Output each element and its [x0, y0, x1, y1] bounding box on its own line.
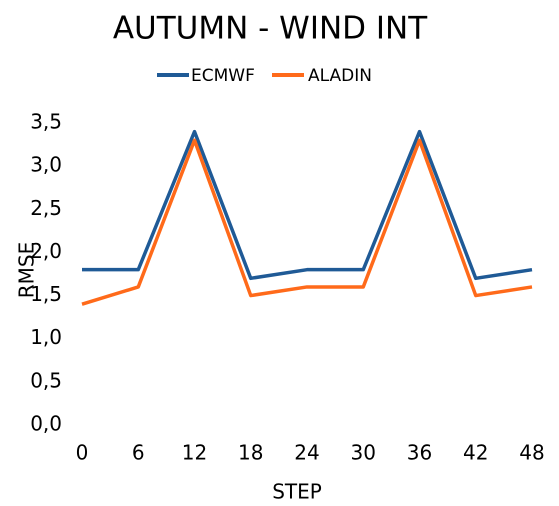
legend-label: ALADIN [308, 66, 372, 86]
y-tick-label: 1,5 [30, 282, 62, 306]
x-tick-label: 42 [463, 441, 488, 465]
y-tick-label: 3,5 [30, 110, 62, 134]
chart-title: AUTUMN - WIND INT [113, 11, 428, 47]
x-tick-label: 12 [182, 441, 207, 465]
x-tick-label: 6 [132, 441, 145, 465]
y-tick-label: 2,5 [30, 196, 62, 220]
series-line [81, 138, 533, 306]
x-tick-label: 36 [407, 441, 432, 465]
y-tick-label: 1,0 [30, 325, 62, 349]
x-tick-label: 24 [294, 441, 319, 465]
y-axis-label: RMSE [15, 242, 39, 298]
legend-label: ECMWF [191, 66, 255, 86]
x-tick-label: 30 [351, 441, 376, 465]
y-tick-label: 0,0 [30, 412, 62, 436]
x-tick-label: 48 [519, 441, 544, 465]
y-tick-label: 3,0 [30, 153, 62, 177]
x-tick-label: 0 [76, 441, 89, 465]
series-line [82, 129, 533, 281]
y-tick-label: 2,0 [30, 239, 62, 263]
x-tick-label: 18 [238, 441, 263, 465]
y-tick-label: 0,5 [30, 368, 62, 392]
x-axis-label: STEP [272, 480, 322, 504]
